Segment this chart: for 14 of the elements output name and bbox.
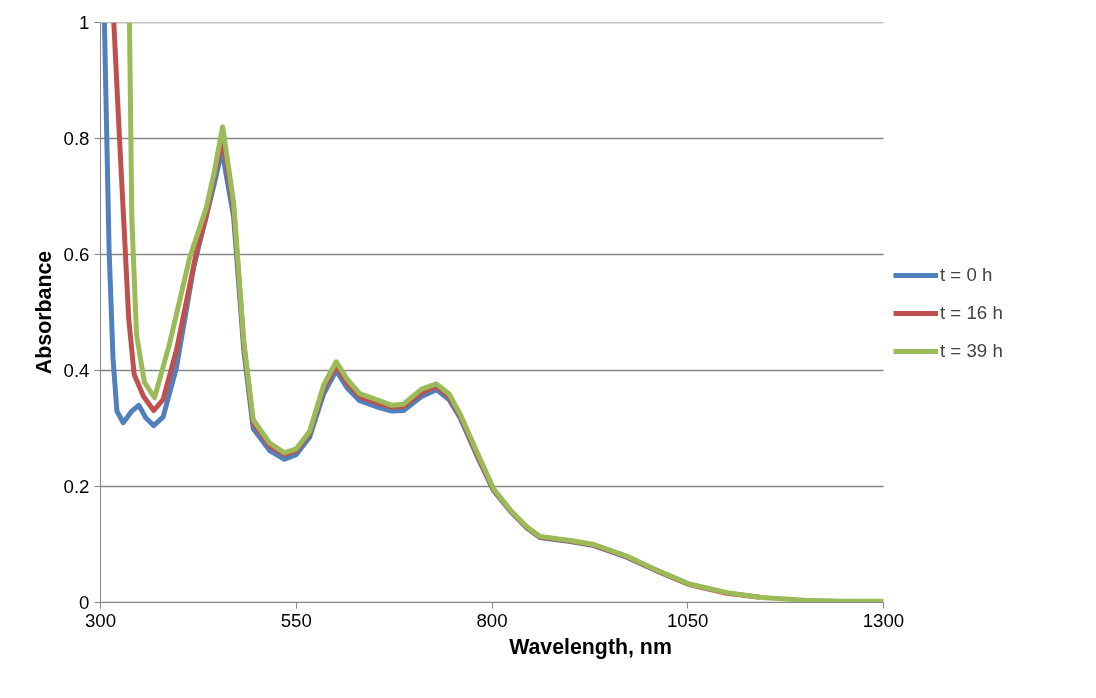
- y-axis-title: Absorbance: [31, 250, 56, 375]
- x-tick-label: 550: [280, 609, 312, 631]
- legend-label: t = 39 h: [940, 340, 1003, 362]
- y-tick-label: 0.8: [63, 128, 90, 149]
- y-tick-label: 0.6: [63, 244, 90, 265]
- y-tick-label: 0.4: [63, 360, 90, 381]
- x-tick-label: 1300: [862, 609, 905, 631]
- x-tick-label: 800: [476, 609, 508, 631]
- x-axis-title: Wavelength, nm: [509, 634, 672, 659]
- x-tick-label: 1050: [667, 609, 709, 631]
- legend-label: t = 0 h: [940, 264, 993, 286]
- legend-label: t = 16 h: [940, 302, 1003, 324]
- y-tick-label: 0.2: [63, 476, 90, 497]
- y-tick-label: 1: [79, 12, 90, 33]
